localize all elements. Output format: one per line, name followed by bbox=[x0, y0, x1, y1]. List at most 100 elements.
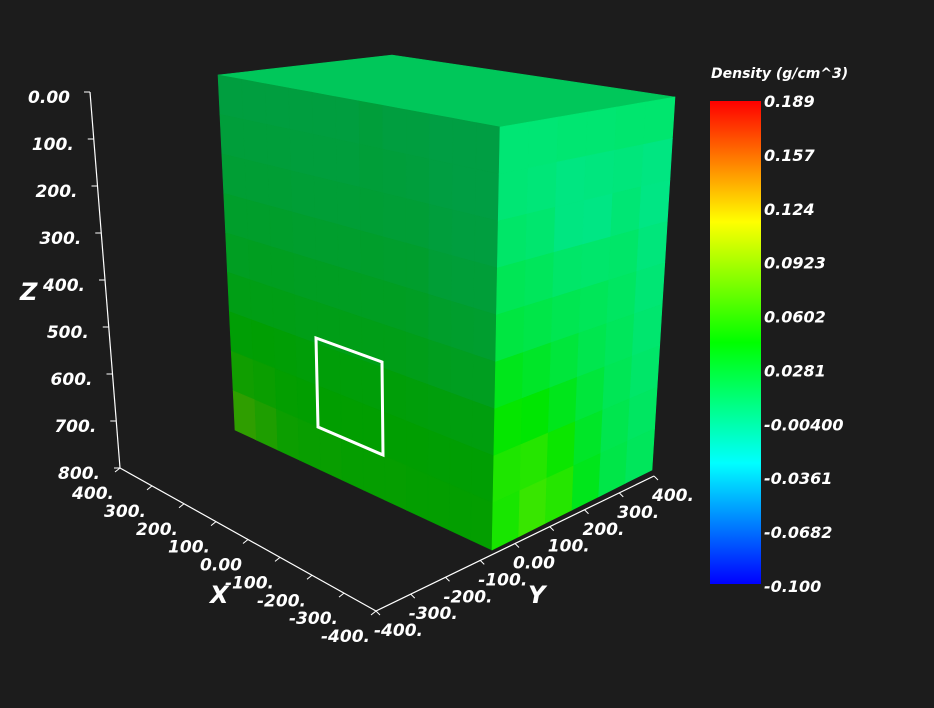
front-face-cell bbox=[405, 242, 430, 295]
side-face-cell bbox=[583, 149, 616, 201]
front-face-cell bbox=[428, 248, 453, 302]
colorbar: Density (g/cm^3) 0.1890.1570.1240.09230.… bbox=[710, 66, 848, 596]
x-axis-tick-label: -200. bbox=[257, 591, 306, 611]
y-axis-tick-mark bbox=[479, 560, 485, 565]
colorbar-tick-label: 0.124 bbox=[764, 200, 815, 219]
volume-selection-box[interactable] bbox=[314, 335, 385, 458]
front-face-cell bbox=[311, 91, 337, 140]
front-face-cell bbox=[405, 331, 429, 386]
side-face-cell bbox=[497, 167, 529, 222]
front-face-cell bbox=[360, 273, 385, 326]
colorbar-tick-label: -0.0682 bbox=[764, 523, 832, 542]
z-axis-tick-label: 600. bbox=[51, 370, 93, 390]
front-face-cell bbox=[382, 192, 407, 244]
y-axis-tick-label: -400. bbox=[374, 621, 423, 641]
x-axis-tick-label: 0.00 bbox=[200, 556, 242, 576]
colorbar-tick-label: -0.0361 bbox=[764, 469, 832, 488]
y-axis-tick-label: 300. bbox=[617, 503, 659, 523]
front-face-cell bbox=[264, 83, 291, 130]
y-axis-tick-mark bbox=[584, 509, 589, 515]
colorbar-tick-label: 0.0923 bbox=[764, 254, 826, 273]
volume-side-face bbox=[491, 96, 676, 551]
front-face-cell bbox=[219, 114, 246, 160]
z-axis-tick-label: 100. bbox=[32, 135, 74, 155]
y-axis-tick-mark bbox=[618, 492, 624, 498]
y-axis: -400.-300.-200.-100.0.00100.200.300.400.… bbox=[374, 475, 694, 641]
x-axis-tick-mark bbox=[178, 503, 185, 509]
front-face-cell bbox=[266, 124, 292, 172]
front-face-cell bbox=[244, 159, 270, 207]
front-face-cell bbox=[405, 376, 429, 431]
front-face-cell bbox=[450, 255, 475, 309]
y-axis-tick-mark bbox=[445, 576, 450, 582]
front-face-cell bbox=[450, 346, 474, 402]
side-face-cell bbox=[498, 121, 530, 175]
front-face-cell bbox=[382, 236, 407, 289]
z-axis-tick-label: 500. bbox=[47, 323, 89, 343]
front-face-cell bbox=[338, 266, 362, 318]
front-face-cell bbox=[450, 300, 475, 355]
front-face-cell bbox=[474, 215, 499, 269]
x-axis-ticks: 400.300.200.100.0.00-100.-200.-300.-400. bbox=[71, 467, 377, 647]
front-face-cell bbox=[472, 307, 497, 363]
front-face-cell bbox=[242, 119, 269, 166]
side-face-cell bbox=[555, 155, 587, 208]
density-volume-block[interactable] bbox=[217, 54, 676, 551]
front-face-cell bbox=[314, 217, 339, 268]
side-face-cell bbox=[526, 161, 558, 215]
y-axis-tick-mark bbox=[653, 475, 659, 481]
x-axis-tick-label: -300. bbox=[289, 609, 338, 629]
front-face-cell bbox=[223, 192, 249, 241]
z-axis: 0.00 100. 200. 300. 400. 500. 600. 700. 800. Z bbox=[19, 88, 121, 484]
y-axis-tick-label: 100. bbox=[548, 537, 590, 557]
x-axis-tick-mark bbox=[114, 467, 121, 473]
y-axis-tick-label: 0.00 bbox=[513, 554, 555, 574]
side-face-cell bbox=[556, 111, 588, 163]
colorbar-labels: 0.189 0.157 0.124 0.0923 0.0602 0.0281 -0.0040… bbox=[764, 92, 844, 596]
front-face-cell bbox=[290, 170, 316, 219]
front-face-cell bbox=[382, 148, 407, 199]
side-face-cell bbox=[585, 106, 618, 157]
front-face-cell bbox=[427, 384, 451, 439]
y-axis-tick-label: -200. bbox=[444, 587, 493, 607]
x-axis-tick-label: 300. bbox=[104, 502, 146, 522]
volume-front-face bbox=[217, 74, 501, 551]
front-face-cell bbox=[428, 113, 454, 165]
x-axis: 400.300.200.100.0.00-100.-200.-300.-400.… bbox=[71, 467, 377, 647]
front-face-cell bbox=[472, 354, 496, 410]
front-face-cell bbox=[360, 230, 384, 282]
colorbar-tick-label: -0.00400 bbox=[764, 415, 844, 434]
side-face-cell bbox=[527, 116, 559, 169]
side-face-cell bbox=[496, 213, 528, 269]
side-face-cell bbox=[553, 200, 585, 253]
side-face-cell bbox=[524, 252, 555, 307]
front-face-cell bbox=[221, 153, 247, 200]
front-face-cell bbox=[428, 203, 453, 256]
side-face-cell bbox=[581, 193, 614, 246]
front-face-cell bbox=[449, 438, 473, 495]
front-face-cell bbox=[313, 175, 339, 225]
y-axis-tick-label: -100. bbox=[478, 570, 527, 590]
colorbar-tick-label: 0.0281 bbox=[764, 361, 826, 380]
side-face-cell bbox=[614, 101, 647, 151]
front-face-cell bbox=[428, 158, 453, 211]
x-axis-tick-mark bbox=[242, 539, 249, 544]
front-face-cell bbox=[449, 392, 473, 448]
front-face-cell bbox=[405, 109, 430, 160]
x-axis-tick-label: 200. bbox=[136, 520, 178, 540]
y-axis-title: Y bbox=[528, 581, 548, 609]
front-face-cell bbox=[427, 339, 452, 394]
x-axis-tick-mark bbox=[146, 485, 153, 491]
front-face-cell bbox=[470, 446, 495, 504]
x-axis-tick-mark bbox=[210, 521, 217, 527]
front-face-cell bbox=[383, 280, 407, 333]
y-axis-tick-label: 400. bbox=[651, 486, 694, 506]
x-axis-tick-label: 400. bbox=[71, 484, 114, 504]
colorbar-tick-label: 0.0602 bbox=[764, 308, 826, 327]
colorbar-title: Density (g/cm^3) bbox=[711, 66, 848, 82]
front-face-cell bbox=[452, 117, 477, 170]
z-axis-title: Z bbox=[19, 278, 38, 306]
front-face-cell bbox=[359, 187, 384, 238]
